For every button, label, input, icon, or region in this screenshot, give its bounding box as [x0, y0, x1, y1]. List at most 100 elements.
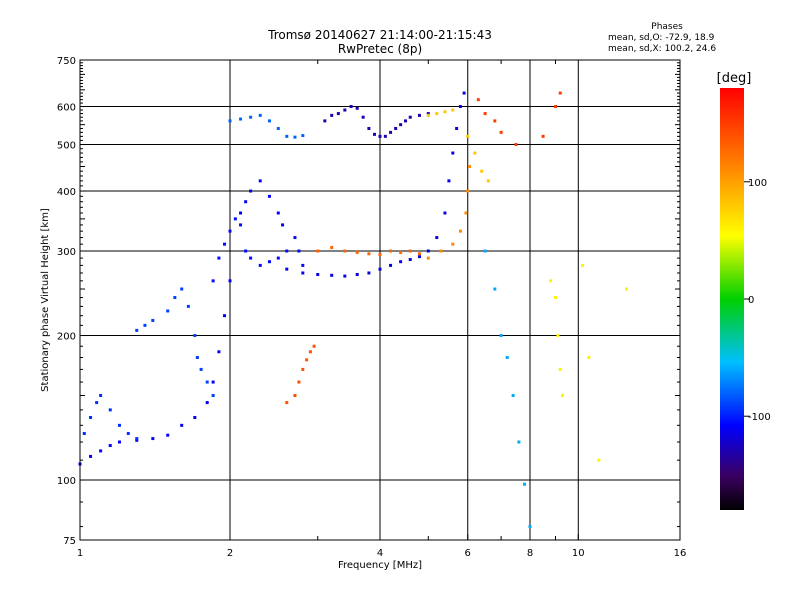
- x-axis-label: Frequency [MHz]: [338, 560, 422, 571]
- data-point: [211, 380, 215, 384]
- y-tick-label: 100: [57, 476, 76, 487]
- data-point: [383, 134, 387, 138]
- data-point: [426, 256, 430, 260]
- data-point: [443, 211, 447, 215]
- data-point: [223, 314, 227, 318]
- data-point: [316, 273, 320, 277]
- data-point: [349, 105, 353, 109]
- data-point: [426, 113, 430, 117]
- data-point: [373, 132, 377, 136]
- data-point: [558, 367, 562, 371]
- data-point: [343, 249, 347, 253]
- data-point: [223, 242, 227, 246]
- data-point: [244, 249, 248, 253]
- data-point: [389, 249, 393, 253]
- data-point: [249, 115, 253, 119]
- data-point: [301, 367, 305, 371]
- data-point: [466, 189, 470, 193]
- y-axis-label: Stationary phase Virtual Height [km]: [40, 208, 51, 392]
- data-point: [505, 355, 509, 359]
- data-point: [408, 115, 412, 119]
- data-point: [541, 134, 545, 138]
- x-axis-ticks: 1 2 4 6 8 10 16: [77, 60, 687, 559]
- data-point: [89, 415, 93, 419]
- y-tick-label: 200: [57, 332, 76, 343]
- data-point: [587, 355, 591, 359]
- data-point: [305, 358, 309, 362]
- y-tick-label: 750: [57, 56, 76, 67]
- data-point: [258, 113, 262, 117]
- data-point: [514, 143, 518, 147]
- data-point: [486, 179, 490, 183]
- data-point: [355, 106, 359, 110]
- data-point: [553, 296, 557, 300]
- data-point: [276, 256, 280, 260]
- data-point: [99, 449, 103, 453]
- data-point: [316, 249, 320, 253]
- chart-title-line2: RwPretec (8p): [337, 42, 423, 56]
- data-point: [493, 119, 497, 123]
- data-point: [581, 263, 585, 267]
- data-point: [312, 344, 316, 348]
- data-point: [276, 211, 280, 215]
- data-point: [173, 296, 177, 300]
- data-point: [323, 119, 327, 123]
- data-point: [293, 394, 297, 398]
- data-point: [228, 229, 232, 233]
- data-point: [439, 249, 443, 253]
- data-point: [244, 200, 248, 204]
- data-point: [301, 271, 305, 275]
- data-point: [293, 135, 297, 139]
- data-point: [426, 112, 430, 116]
- data-point: [126, 432, 130, 436]
- colorbar-ticks: 100 0 -100: [744, 178, 771, 423]
- data-point: [180, 287, 184, 291]
- data-point: [399, 123, 403, 127]
- data-point: [89, 454, 93, 458]
- data-point: [464, 211, 468, 215]
- data-point: [367, 126, 371, 130]
- data-point: [561, 394, 565, 398]
- data-point: [483, 249, 487, 253]
- data-point: [228, 279, 232, 283]
- data-point: [95, 401, 99, 405]
- data-point: [143, 323, 147, 327]
- data-point: [389, 130, 393, 134]
- data-point: [330, 113, 334, 117]
- data-point: [378, 134, 382, 138]
- data-point: [276, 126, 280, 130]
- data-point: [217, 256, 221, 260]
- data-point: [408, 258, 412, 262]
- data-point: [361, 115, 365, 119]
- data-point: [455, 126, 459, 130]
- data-point: [258, 263, 262, 267]
- data-point: [330, 273, 334, 277]
- phase-stats-x: mean, sd,X: 100.2, 24.6: [608, 44, 717, 54]
- data-point: [399, 250, 403, 254]
- data-point: [625, 287, 629, 291]
- data-point: [228, 119, 232, 123]
- data-point: [267, 119, 271, 123]
- data-point: [135, 328, 139, 332]
- data-point: [258, 179, 262, 183]
- data-point: [417, 113, 421, 117]
- y-tick-label: 300: [57, 247, 76, 258]
- data-point: [211, 394, 215, 398]
- x-tick-label: 1: [77, 548, 83, 559]
- data-point: [135, 437, 139, 441]
- data-point: [408, 249, 412, 253]
- data-point: [267, 194, 271, 198]
- data-point: [205, 380, 209, 384]
- data-point: [462, 91, 466, 95]
- data-point: [99, 394, 103, 398]
- data-point: [151, 318, 155, 322]
- data-point: [193, 334, 197, 338]
- data-point: [523, 482, 527, 486]
- x-tick-label: 16: [674, 548, 687, 559]
- chart-title-line1: Tromsø 20140627 21:14:00-21:15:43: [268, 28, 492, 42]
- data-points: [78, 91, 629, 529]
- data-point: [249, 256, 253, 260]
- data-point: [180, 423, 184, 427]
- data-point: [166, 433, 170, 437]
